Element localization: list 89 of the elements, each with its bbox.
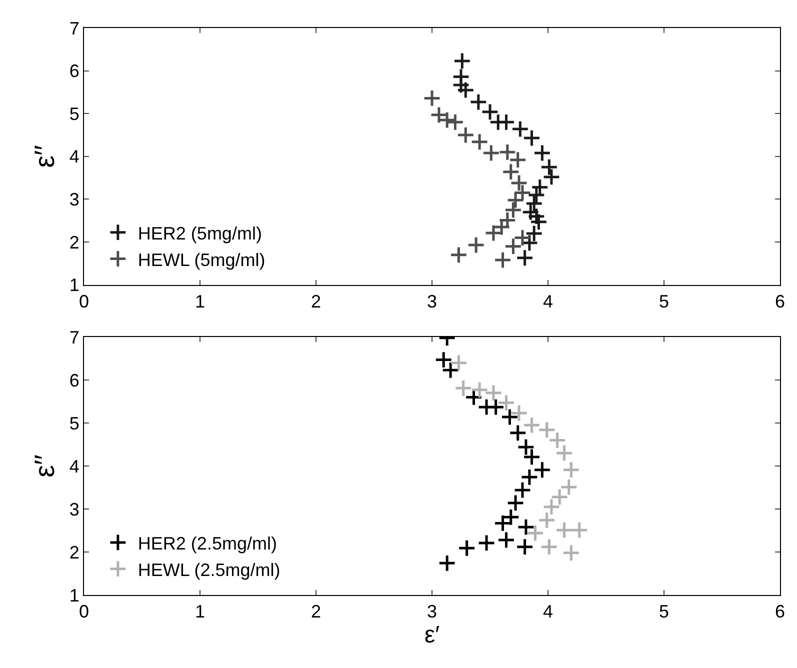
point (478, 534, 496, 552)
x-tick-label: 3 (426, 602, 438, 622)
x-tick-label: 2 (310, 291, 322, 312)
point (497, 113, 516, 132)
point (525, 224, 544, 242)
legend-label: HER2 (2.5mg/ml) (138, 533, 277, 554)
y-tick-label: 1 (69, 585, 80, 606)
point (446, 113, 464, 132)
point (482, 144, 500, 162)
x-tick-label: 6 (774, 602, 786, 622)
point (516, 538, 534, 556)
point (517, 518, 535, 536)
point (542, 498, 560, 516)
x-tick-label: 0 (78, 602, 90, 622)
point (516, 248, 534, 267)
point (540, 158, 558, 176)
legend-label: HER2 (5mg/ml) (138, 223, 262, 244)
point (458, 539, 476, 558)
point (453, 52, 472, 70)
y-tick-label: 2 (69, 542, 80, 562)
point (508, 424, 527, 442)
point (514, 228, 532, 247)
x-tick-label: 3 (426, 291, 438, 312)
y-tick-label: 4 (69, 456, 80, 476)
point (540, 538, 558, 556)
x-tick-label: 1 (194, 602, 206, 622)
point (494, 514, 512, 532)
x-tick-label: 5 (658, 602, 670, 622)
point (450, 354, 468, 372)
point (494, 251, 512, 269)
y-tick-label: 7 (69, 327, 80, 348)
x-tick-label: 2 (310, 602, 322, 622)
point (562, 460, 580, 479)
legend-label: HEWL (2.5mg/ml) (138, 560, 280, 580)
point (550, 488, 569, 506)
point (504, 200, 522, 219)
point (506, 191, 524, 210)
y-tick-label: 7 (69, 18, 80, 38)
point (497, 394, 516, 412)
y-tick-label: 5 (69, 413, 80, 434)
point (560, 478, 578, 496)
point (533, 460, 552, 479)
point (484, 384, 502, 402)
point (510, 404, 528, 422)
point (467, 236, 486, 254)
point (526, 524, 544, 542)
point (456, 126, 475, 144)
point (484, 224, 502, 242)
y-tick-label: 6 (69, 370, 80, 390)
x-tick-label: 0 (78, 291, 90, 312)
x-tick-label: 4 (542, 602, 554, 622)
y-tick-label: 4 (69, 146, 80, 167)
point (514, 184, 532, 202)
point (520, 468, 538, 486)
point (514, 481, 532, 500)
x-axis-title: ε′ (424, 622, 440, 649)
y-tick-label: 6 (69, 61, 80, 82)
y-axis-title: ε′′ (29, 454, 60, 478)
x-tick-label: 5 (658, 291, 670, 312)
point (450, 246, 468, 264)
point (423, 89, 441, 108)
point (555, 444, 574, 462)
point (470, 132, 489, 151)
point (438, 554, 456, 572)
point (538, 511, 556, 530)
point (497, 531, 516, 549)
y-tick-label: 2 (69, 232, 80, 252)
x-tick-label: 1 (194, 291, 206, 312)
point (506, 494, 524, 512)
point (486, 398, 505, 416)
point (562, 544, 580, 562)
y-axis-title: ε′′ (29, 144, 60, 168)
point (525, 194, 544, 212)
point (533, 144, 552, 162)
y-tick-label: 5 (69, 104, 80, 124)
y-tick-label: 3 (69, 190, 80, 210)
legend-label: HEWL (5mg/ml) (138, 250, 266, 270)
x-tick-label: 4 (542, 291, 554, 312)
y-tick-label: 1 (69, 275, 80, 296)
point (542, 168, 560, 186)
point (504, 237, 522, 256)
point (500, 408, 519, 426)
point (522, 416, 541, 434)
y-tick-label: 3 (69, 499, 80, 520)
point (470, 380, 489, 399)
point (454, 379, 472, 398)
point (555, 521, 574, 540)
point (570, 521, 588, 540)
x-tick-label: 6 (774, 291, 786, 312)
